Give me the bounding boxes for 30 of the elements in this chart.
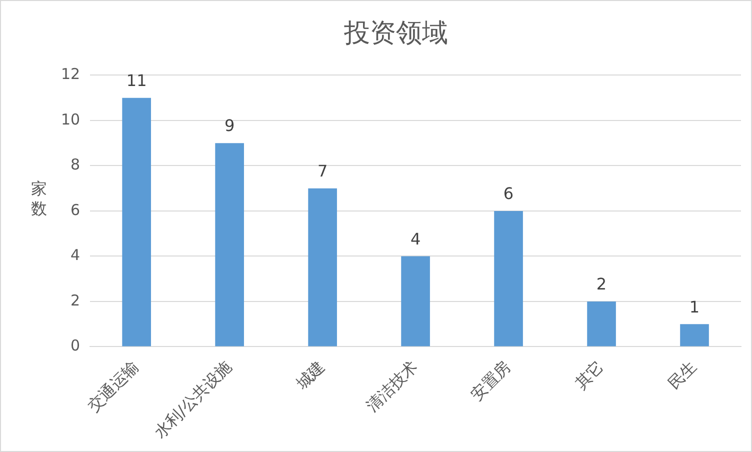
data-label: 2 <box>596 274 607 294</box>
x-tick-label: 清洁技术 <box>362 356 422 416</box>
x-tick-label: 交通运输 <box>84 356 142 416</box>
y-tick-label: 10 <box>60 110 80 128</box>
y-tick-label: 4 <box>70 246 80 264</box>
data-label: 11 <box>126 70 147 90</box>
bar <box>401 256 430 346</box>
chart-title: 投资领域 <box>343 18 448 48</box>
bar <box>587 301 616 346</box>
data-label: 6 <box>503 184 514 204</box>
data-label: 1 <box>689 297 700 316</box>
x-tick-label: 其它 <box>571 356 608 393</box>
data-label: 9 <box>224 116 235 136</box>
x-tick-label: 水利/公共设施 <box>150 356 236 442</box>
y-tick-label: 2 <box>70 291 80 310</box>
y-tick-label: 6 <box>70 200 80 219</box>
bar <box>215 143 244 346</box>
y-tick-label: 12 <box>60 65 80 84</box>
y-tick-label: 8 <box>70 156 80 174</box>
bar <box>494 210 523 346</box>
bar <box>308 188 337 346</box>
bar <box>122 98 151 346</box>
bar <box>680 324 709 346</box>
x-tick-label: 安置房 <box>466 356 514 404</box>
y-tick-label: 0 <box>70 336 80 355</box>
y-axis-title: 家数 <box>30 179 48 219</box>
x-tick-label: 民生 <box>664 356 700 393</box>
x-tick-label: 城建 <box>292 356 328 394</box>
data-label: 7 <box>317 161 328 180</box>
data-label: 4 <box>410 229 421 248</box>
